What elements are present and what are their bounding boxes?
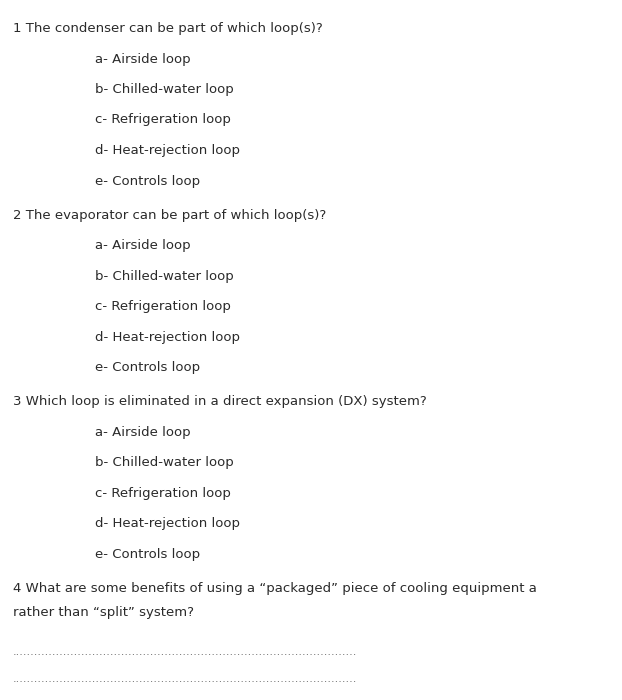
Text: ................................................................................: ........................................… (13, 647, 358, 657)
Text: b- Chilled-water loop: b- Chilled-water loop (95, 83, 234, 96)
Text: rather than “split” system?: rather than “split” system? (13, 606, 194, 619)
Text: c- Refrigeration loop: c- Refrigeration loop (95, 300, 231, 313)
Text: 1 The condenser can be part of which loop(s)?: 1 The condenser can be part of which loo… (13, 22, 323, 35)
Text: 4 What are some benefits of using a “packaged” piece of cooling equipment a: 4 What are some benefits of using a “pac… (13, 582, 537, 594)
Text: d- Heat-rejection loop: d- Heat-rejection loop (95, 517, 240, 530)
Text: d- Heat-rejection loop: d- Heat-rejection loop (95, 144, 240, 157)
Text: b- Chilled-water loop: b- Chilled-water loop (95, 456, 234, 469)
Text: b- Chilled-water loop: b- Chilled-water loop (95, 270, 234, 283)
Text: e- Controls loop: e- Controls loop (95, 361, 200, 374)
Text: c- Refrigeration loop: c- Refrigeration loop (95, 486, 231, 500)
Text: a- Airside loop: a- Airside loop (95, 52, 190, 66)
Text: ................................................................................: ........................................… (13, 674, 358, 684)
Text: 3 Which loop is eliminated in a direct expansion (DX) system?: 3 Which loop is eliminated in a direct e… (13, 395, 427, 408)
Text: e- Controls loop: e- Controls loop (95, 547, 200, 561)
Text: a- Airside loop: a- Airside loop (95, 239, 190, 252)
Text: e- Controls loop: e- Controls loop (95, 174, 200, 188)
Text: a- Airside loop: a- Airside loop (95, 426, 190, 438)
Text: d- Heat-rejection loop: d- Heat-rejection loop (95, 330, 240, 344)
Text: 2 The evaporator can be part of which loop(s)?: 2 The evaporator can be part of which lo… (13, 209, 327, 221)
Text: c- Refrigeration loop: c- Refrigeration loop (95, 113, 231, 127)
